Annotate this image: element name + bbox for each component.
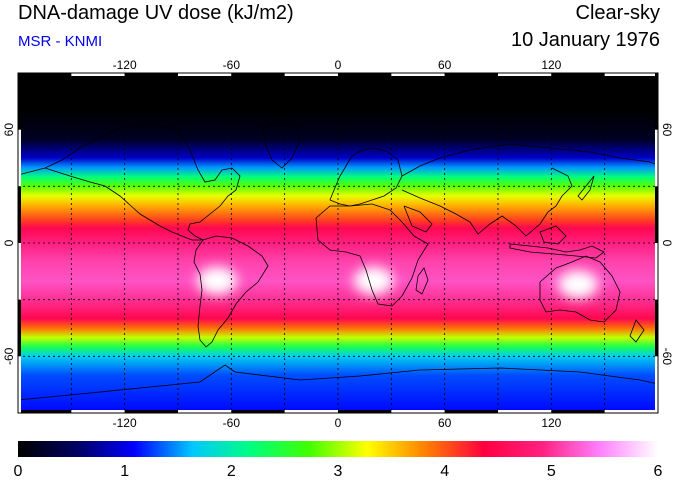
colorbar-tick-label: 3 [334, 463, 343, 480]
right-frame-segment [655, 356, 658, 413]
left-frame-segment [18, 129, 21, 187]
top-frame-segment [284, 73, 338, 76]
coast-south-america [193, 235, 269, 348]
sky-condition-label: Clear-sky [575, 2, 660, 24]
lon-tick-label-bottom: 120 [541, 416, 561, 430]
graticule [18, 73, 658, 413]
coast-new-zealand [629, 319, 645, 343]
bottom-frame-segment [498, 410, 552, 413]
lon-tick-label-top: 60 [438, 58, 452, 72]
left-frame-segment [18, 73, 21, 130]
right-frame-segment [655, 129, 658, 187]
coastlines [18, 121, 658, 401]
coast-asia [401, 143, 658, 177]
lon-tick-label-top: -60 [223, 58, 241, 72]
coast-australia [539, 255, 621, 323]
left-frame-segment [18, 186, 21, 243]
colorbar-tick-label: 6 [654, 463, 663, 480]
coast-greenland [261, 121, 301, 169]
bottom-frame-segment [284, 410, 338, 413]
bottom-frame-segment [178, 410, 232, 413]
coast-borneo [539, 225, 567, 245]
top-frame-segment [551, 73, 605, 76]
top-frame-segment [71, 73, 125, 76]
hotspot-central-andes [197, 266, 238, 295]
top-frame-segment [391, 73, 445, 76]
lat-tick-label-right: -60 [660, 348, 674, 366]
bottom-frame-segment [444, 410, 498, 413]
lon-tick-label-bottom: 0 [335, 416, 342, 430]
coast-arabia [403, 205, 433, 233]
bottom-frame-segment [604, 410, 658, 413]
bottom-frame-segment [18, 410, 72, 413]
hotspot-southern-africa [353, 266, 394, 295]
coast-europe [329, 147, 403, 207]
left-frame-segment [18, 243, 21, 300]
coast-antarctica [18, 364, 658, 401]
right-frame-segment [655, 186, 658, 243]
top-frame-segment [604, 73, 658, 76]
top-frame-segment [231, 73, 285, 76]
top-frame-segment [178, 73, 232, 76]
left-frame-segment [18, 299, 21, 357]
right-frame-segment [655, 243, 658, 300]
bottom-frame-segment [391, 410, 445, 413]
hotspot-layer [197, 266, 598, 299]
colorbar-tick-label: 2 [227, 463, 236, 480]
bottom-frame-segment [338, 410, 392, 413]
hotspot-australia [558, 270, 598, 299]
top-frame-segment [124, 73, 178, 76]
lat-tick-label-right: 60 [660, 123, 674, 137]
coast-north-america-west [44, 167, 203, 241]
lat-tick-label-left: -60 [2, 347, 16, 365]
lon-tick-label-top: 120 [541, 58, 561, 72]
bottom-frame-segment [231, 410, 285, 413]
top-frame-segment [338, 73, 392, 76]
colorbar-tick-label: 1 [120, 463, 129, 480]
lon-tick-label-bottom: -120 [113, 416, 137, 430]
source-label: MSR - KNMI [18, 33, 103, 50]
coast-asia-south [401, 167, 573, 237]
right-frame-segment [655, 299, 658, 357]
lon-tick-label-bottom: 60 [438, 416, 452, 430]
colorbar [18, 441, 658, 457]
lon-tick-label-top: 0 [335, 58, 342, 72]
lat-tick-label-left: 60 [2, 123, 16, 137]
bottom-frame-segment [124, 410, 178, 413]
top-frame-segment [18, 73, 72, 76]
lon-tick-label-top: -120 [113, 58, 137, 72]
coast-madagascar [415, 267, 429, 295]
top-frame-segment [444, 73, 498, 76]
bottom-frame-segment [551, 410, 605, 413]
coast-japan [577, 175, 595, 201]
lat-tick-label-left: 0 [2, 239, 16, 246]
right-frame-segment [655, 73, 658, 130]
colorbar-tick-label: 0 [14, 463, 23, 480]
bottom-frame-segment [71, 410, 125, 413]
top-frame-segment [498, 73, 552, 76]
colorbar-tick-label: 5 [547, 463, 556, 480]
date-label: 10 January 1976 [510, 29, 660, 51]
map-title: DNA-damage UV dose (kJ/m2) [18, 2, 294, 24]
coast-africa [315, 203, 429, 307]
map-frame [17, 72, 659, 414]
colorbar-tick-label: 4 [440, 463, 449, 480]
axis-ticks: -120 -120 -60 -60 0 0 60 60 120 120 60 60 0 0 -60 -60 [2, 58, 674, 430]
left-frame-segment [18, 356, 21, 413]
colorbar-labels: 0 1 2 3 4 5 6 [14, 463, 663, 480]
coast-north-america [18, 123, 241, 241]
lat-tick-label-right: 0 [660, 240, 674, 247]
lon-tick-label-bottom: -60 [223, 416, 241, 430]
coast-indonesia [509, 243, 605, 259]
